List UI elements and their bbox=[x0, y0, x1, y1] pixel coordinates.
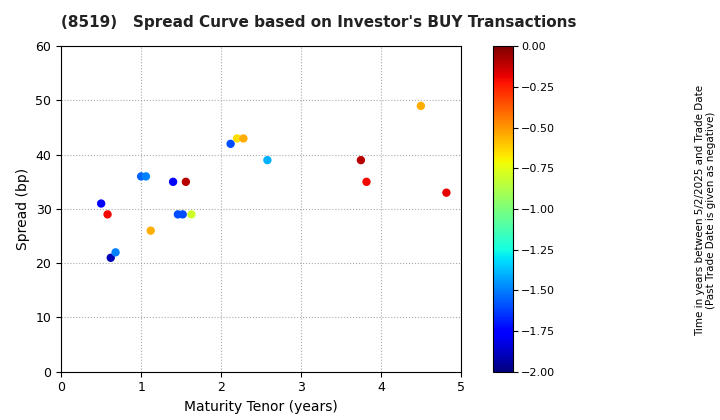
Point bbox=[140, 173, 152, 180]
Point bbox=[261, 157, 273, 163]
Point bbox=[177, 211, 189, 218]
Point bbox=[167, 178, 179, 185]
Text: (8519)   Spread Curve based on Investor's BUY Transactions: (8519) Spread Curve based on Investor's … bbox=[61, 15, 577, 30]
Point bbox=[95, 200, 107, 207]
Point bbox=[145, 227, 156, 234]
Point bbox=[355, 157, 366, 163]
Text: Time in years between 5/2/2025 and Trade Date
(Past Trade Date is given as negat: Time in years between 5/2/2025 and Trade… bbox=[695, 84, 716, 336]
Point bbox=[180, 178, 192, 185]
Point bbox=[105, 255, 117, 261]
Point bbox=[361, 178, 372, 185]
Point bbox=[186, 211, 197, 218]
Point bbox=[109, 249, 121, 256]
Point bbox=[415, 102, 427, 109]
Point bbox=[238, 135, 249, 142]
Point bbox=[172, 211, 184, 218]
Point bbox=[231, 135, 243, 142]
Point bbox=[441, 189, 452, 196]
Point bbox=[225, 140, 236, 147]
Point bbox=[135, 173, 147, 180]
Point bbox=[102, 211, 113, 218]
Y-axis label: Spread (bp): Spread (bp) bbox=[16, 168, 30, 250]
X-axis label: Maturity Tenor (years): Maturity Tenor (years) bbox=[184, 400, 338, 414]
